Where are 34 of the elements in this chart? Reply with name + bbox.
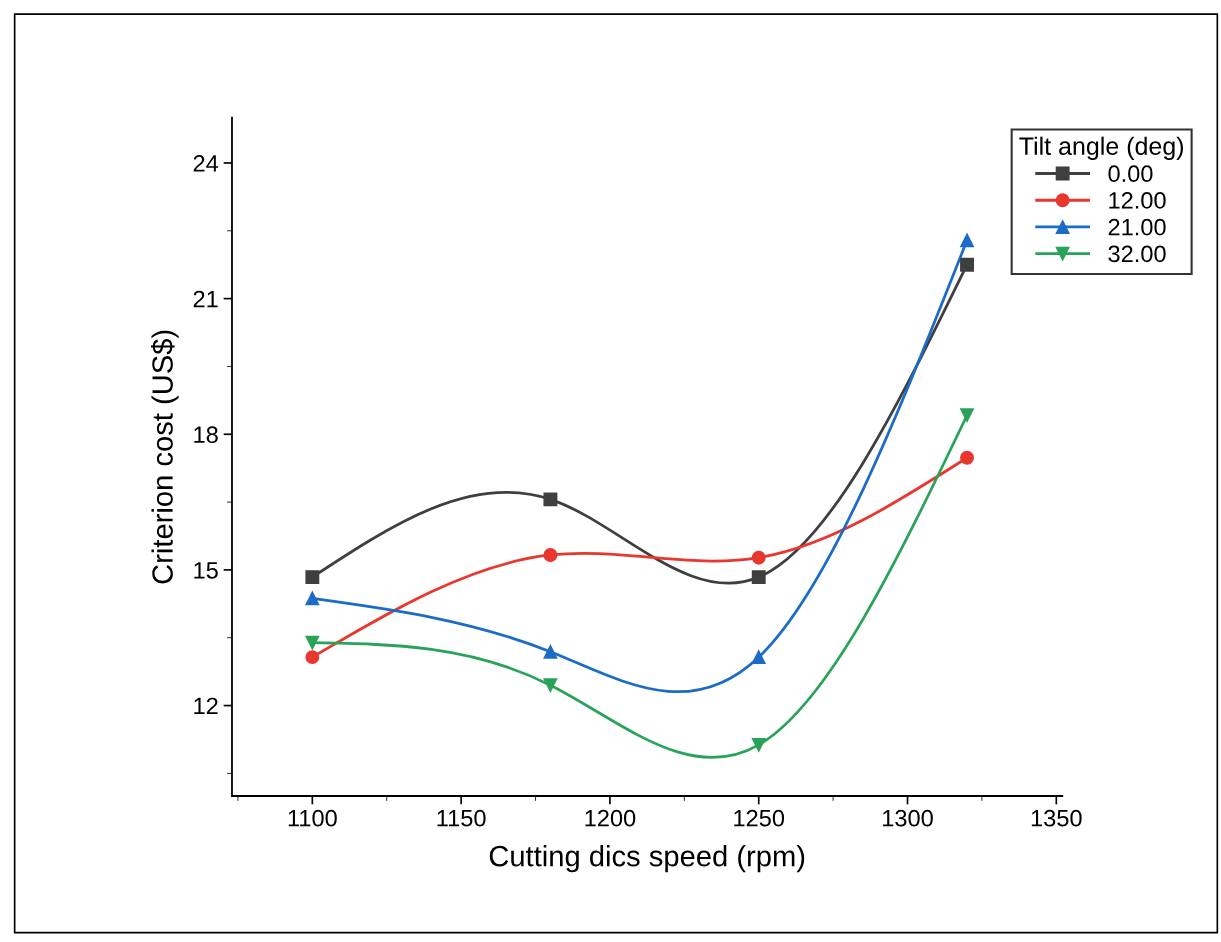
point [960, 233, 974, 248]
point [305, 570, 320, 585]
point [305, 635, 320, 650]
point [751, 737, 766, 752]
y-tick-label: 21 [193, 290, 218, 308]
legend-title: Tilt angle (deg) [1019, 136, 1183, 160]
point [751, 550, 766, 565]
x-tick-label: 1150 [437, 809, 486, 827]
point [960, 408, 974, 423]
point [305, 591, 320, 606]
point [543, 548, 558, 562]
y-tick-label: 15 [194, 562, 218, 579]
y-tick-label: 24 [193, 155, 219, 172]
legend-label: 21.00 [1108, 218, 1166, 236]
legend-label: 12.00 [1109, 192, 1166, 209]
point [751, 650, 766, 665]
x-tick-label: 1350 [1031, 809, 1082, 827]
x-tick-label: 1100 [288, 809, 337, 827]
point [751, 570, 766, 585]
point [543, 644, 558, 659]
y-axis-title: Criterion cost (US$) [151, 330, 179, 584]
x-tick-label: 1250 [734, 809, 785, 827]
y-tick-label: 12 [194, 697, 218, 715]
point [960, 450, 974, 465]
x-tick-label: 1200 [585, 809, 636, 827]
x-axis-title: Cutting dics speed (rpm) [489, 845, 805, 873]
point [543, 678, 558, 693]
y-tick-label: 18 [194, 426, 218, 444]
x-tick-label: 1300 [883, 809, 933, 827]
point [960, 257, 974, 272]
legend-label: 0.00 [1108, 165, 1153, 183]
point [305, 650, 320, 665]
legend-label: 32.00 [1108, 245, 1166, 263]
point [543, 492, 558, 507]
